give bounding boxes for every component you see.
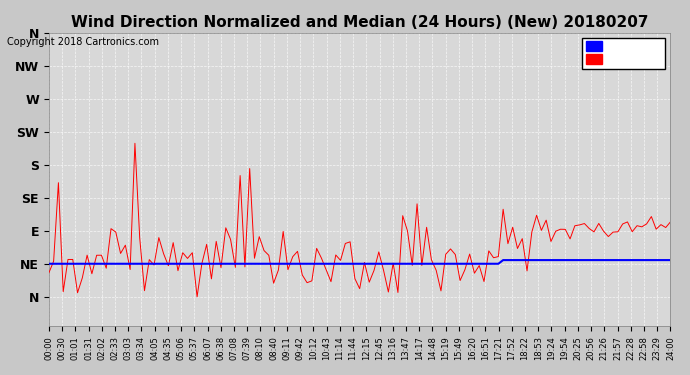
Title: Wind Direction Normalized and Median (24 Hours) (New) 20180207: Wind Direction Normalized and Median (24…: [71, 15, 649, 30]
Text: Copyright 2018 Cartronics.com: Copyright 2018 Cartronics.com: [7, 37, 159, 47]
Legend: Average, Direction: Average, Direction: [582, 38, 665, 69]
